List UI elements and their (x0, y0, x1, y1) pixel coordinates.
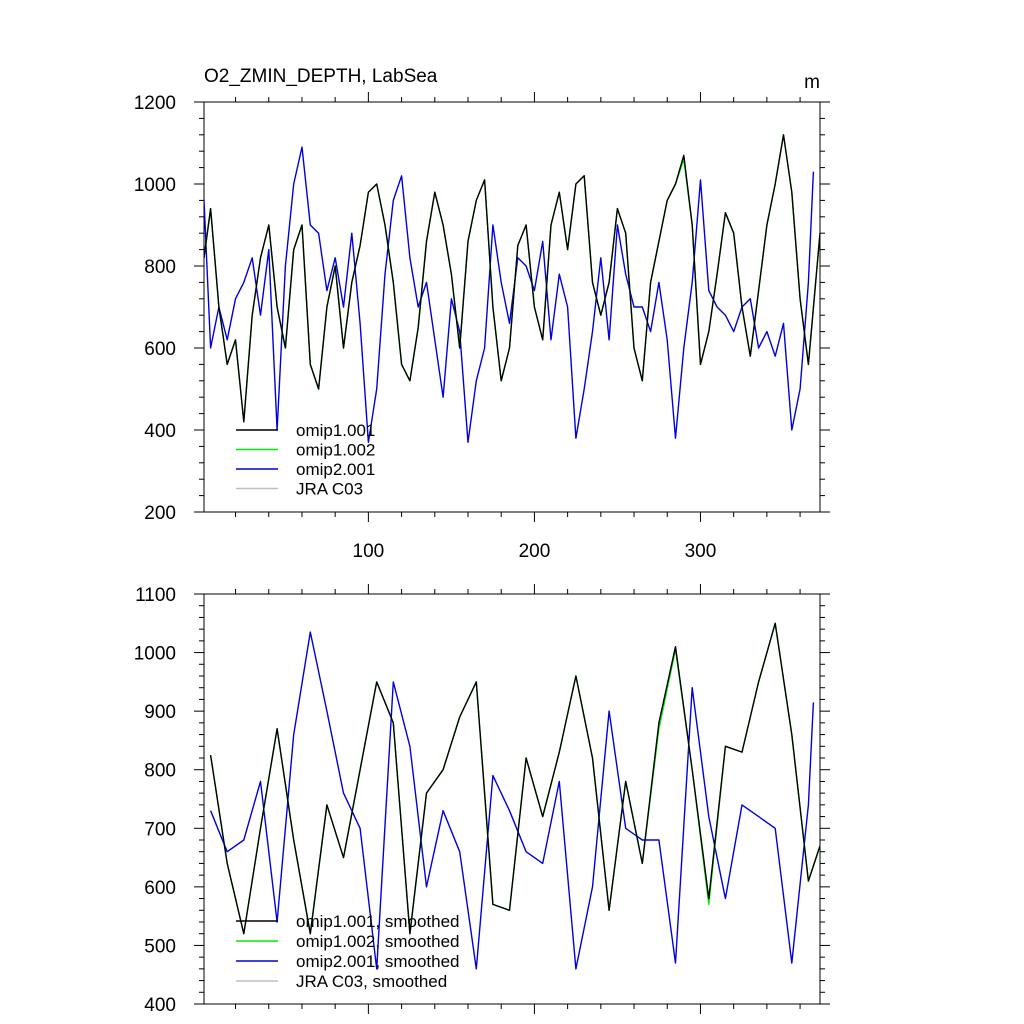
units-label: m (804, 72, 820, 93)
series-line-omip2-001 (204, 146, 815, 443)
y-tick-label: 600 (144, 339, 176, 360)
y-tick-label: 600 (144, 878, 176, 899)
y-tick-label: 200 (144, 503, 176, 524)
y-tick-label: 900 (144, 702, 176, 723)
legend-label-jra-c03: JRA C03 (296, 480, 363, 499)
y-tick-label: 700 (144, 819, 176, 840)
x-tick-label: 100 (353, 541, 385, 562)
y-tick-label: 400 (144, 995, 176, 1016)
chart-title: O2_ZMIN_DEPTH, LabSea (204, 66, 438, 87)
y-tick-label: 800 (144, 257, 176, 278)
legend-label-jra-c03-smoothed: JRA C03, smoothed (296, 972, 447, 991)
x-tick-label: 300 (685, 541, 717, 562)
y-tick-label: 1000 (134, 175, 176, 196)
y-tick-label: 400 (144, 421, 176, 442)
legend-label-omip1-002-smoothed: omip1.002, smoothed (296, 932, 460, 951)
y-tick-label: 1100 (135, 585, 176, 606)
legend-label-omip1-002: omip1.002 (296, 441, 375, 460)
bottom-panel: 400 500 600 700 800 900 1000 1100 omip1.001, smo… (134, 584, 830, 1016)
plot-frame (203, 593, 821, 1005)
y-tick-label: 800 (144, 761, 176, 782)
legend-label-omip1-001: omip1.001 (296, 421, 375, 440)
top-panel: 200 400 600 800 1000 1200 100 200 300 O2_ZMIN_DEP… (134, 66, 830, 562)
series-line-omip1-001 (204, 134, 820, 423)
series-line-omip1-002 (204, 134, 820, 423)
series-line-omip1-001-smoothed (209, 622, 820, 935)
x-tick-label: 200 (519, 541, 551, 562)
legend-label-omip2-001-smoothed: omip2.001, smoothed (296, 952, 460, 971)
y-tick-label: 1000 (134, 644, 176, 665)
y-tick-label: 500 (144, 936, 176, 957)
legend-label-omip1-001-smoothed: omip1.001, smoothed (296, 912, 460, 931)
plot-frame (203, 101, 821, 513)
y-tick-label: 1200 (134, 93, 176, 114)
legend-label-omip2-001: omip2.001 (296, 460, 375, 479)
